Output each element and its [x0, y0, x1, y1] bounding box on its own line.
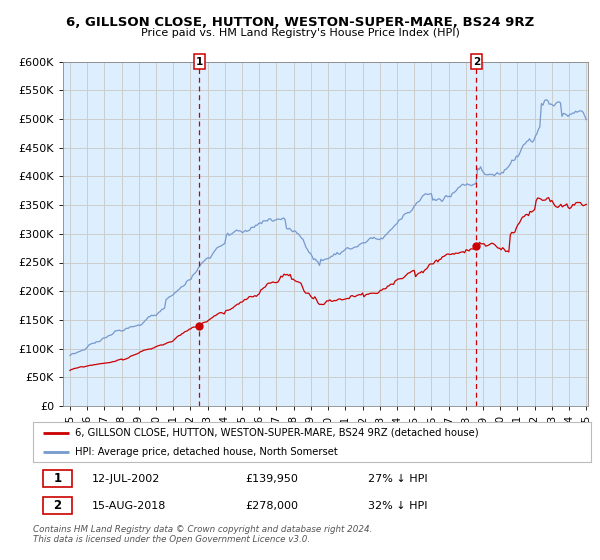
Text: £278,000: £278,000 [245, 501, 298, 511]
Text: Price paid vs. HM Land Registry's House Price Index (HPI): Price paid vs. HM Land Registry's House … [140, 28, 460, 38]
Text: Contains HM Land Registry data © Crown copyright and database right 2024.
This d: Contains HM Land Registry data © Crown c… [33, 525, 373, 544]
Text: HPI: Average price, detached house, North Somerset: HPI: Average price, detached house, Nort… [75, 447, 338, 457]
Text: 15-AUG-2018: 15-AUG-2018 [92, 501, 166, 511]
FancyBboxPatch shape [43, 470, 72, 487]
Text: 12-JUL-2002: 12-JUL-2002 [92, 474, 160, 484]
Text: 6, GILLSON CLOSE, HUTTON, WESTON-SUPER-MARE, BS24 9RZ (detached house): 6, GILLSON CLOSE, HUTTON, WESTON-SUPER-M… [75, 428, 478, 437]
Text: 32% ↓ HPI: 32% ↓ HPI [368, 501, 427, 511]
FancyBboxPatch shape [43, 497, 72, 514]
Text: £139,950: £139,950 [245, 474, 298, 484]
Text: 27% ↓ HPI: 27% ↓ HPI [368, 474, 427, 484]
Text: 2: 2 [473, 57, 480, 67]
Text: 2: 2 [53, 499, 62, 512]
Text: 1: 1 [53, 472, 62, 486]
Text: 6, GILLSON CLOSE, HUTTON, WESTON-SUPER-MARE, BS24 9RZ: 6, GILLSON CLOSE, HUTTON, WESTON-SUPER-M… [66, 16, 534, 29]
Text: 1: 1 [196, 57, 203, 67]
